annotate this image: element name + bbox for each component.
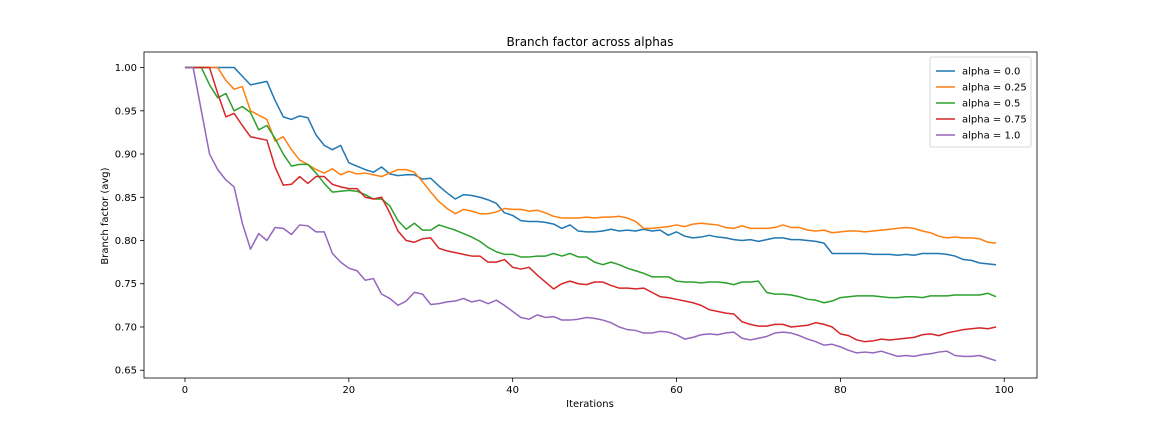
y-tick-label: 0.70 bbox=[115, 322, 137, 333]
series-line-0 bbox=[184, 66, 997, 266]
series-line-3 bbox=[184, 66, 997, 343]
x-tick-label: 100 bbox=[995, 385, 1014, 396]
legend: alpha = 0.0 alpha = 0.25 alpha = 0.5 alpha … bbox=[929, 56, 1032, 148]
y-tick-label: 0.65 bbox=[115, 366, 137, 377]
y-axis-label: Branch factor (avg) bbox=[100, 167, 111, 264]
y-tick-label: 1.00 bbox=[115, 63, 137, 74]
plot-area bbox=[184, 66, 997, 362]
legend-label-4: alpha = 1.0 bbox=[962, 131, 1020, 142]
legend-box bbox=[929, 56, 1032, 148]
y-tick-label: 0.80 bbox=[115, 236, 137, 247]
axes-frame bbox=[143, 51, 1038, 379]
legend-label-0: alpha = 0.0 bbox=[962, 67, 1020, 78]
y-tick-label: 0.95 bbox=[115, 106, 137, 117]
legend-label-2: alpha = 0.5 bbox=[962, 99, 1020, 110]
x-tick-label: 80 bbox=[834, 385, 847, 396]
series-line-4 bbox=[184, 66, 997, 362]
y-tick-label: 0.75 bbox=[115, 279, 137, 290]
series-line-1 bbox=[184, 66, 997, 244]
legend-label-3: alpha = 0.75 bbox=[962, 115, 1027, 126]
x-tick-label: 40 bbox=[506, 385, 519, 396]
x-tick-label: 20 bbox=[342, 385, 355, 396]
x-tick-label: 60 bbox=[670, 385, 683, 396]
y-tick-label: 0.90 bbox=[115, 150, 137, 161]
series-line-2 bbox=[184, 66, 997, 304]
y-tick-label: 0.85 bbox=[115, 193, 137, 204]
legend-label-1: alpha = 0.25 bbox=[962, 83, 1027, 94]
axes: 0 20 40 60 80 100 0.65 0.70 0.75 0.80 0.85 0.90 0.95… bbox=[115, 51, 1038, 396]
x-tick-label: 0 bbox=[182, 385, 188, 396]
chart-title: Branch factor across alphas bbox=[507, 35, 674, 49]
x-axis-label: Iterations bbox=[566, 399, 614, 410]
